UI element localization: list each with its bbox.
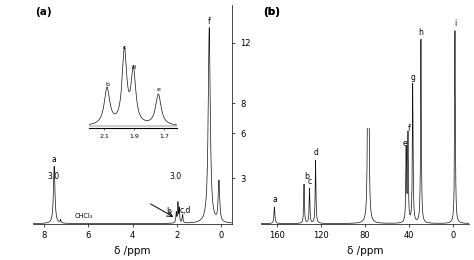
Text: b: b bbox=[166, 207, 171, 216]
Text: (b): (b) bbox=[263, 7, 280, 17]
Text: (a): (a) bbox=[35, 7, 52, 17]
FancyBboxPatch shape bbox=[261, 5, 407, 127]
Text: (b): (b) bbox=[263, 7, 280, 17]
FancyBboxPatch shape bbox=[33, 5, 176, 127]
Text: (a): (a) bbox=[35, 7, 52, 17]
Text: c: c bbox=[308, 177, 312, 186]
Text: a: a bbox=[52, 155, 56, 164]
Text: h: h bbox=[419, 28, 423, 37]
Text: 3.0: 3.0 bbox=[170, 172, 182, 181]
X-axis label: δ /ppm: δ /ppm bbox=[114, 246, 151, 256]
Text: b: b bbox=[304, 172, 309, 181]
Text: 3.0: 3.0 bbox=[47, 172, 60, 181]
Text: CHCl₃: CHCl₃ bbox=[75, 213, 93, 219]
Text: CDCl₃: CDCl₃ bbox=[365, 10, 387, 19]
X-axis label: δ /ppm: δ /ppm bbox=[346, 246, 383, 256]
Text: i: i bbox=[454, 19, 456, 28]
Text: a: a bbox=[272, 195, 277, 204]
Text: c,d: c,d bbox=[180, 206, 191, 215]
Text: f: f bbox=[208, 17, 210, 25]
Text: d: d bbox=[313, 148, 318, 157]
Text: g: g bbox=[410, 73, 415, 82]
Text: e: e bbox=[403, 139, 407, 148]
Text: f: f bbox=[408, 124, 411, 133]
